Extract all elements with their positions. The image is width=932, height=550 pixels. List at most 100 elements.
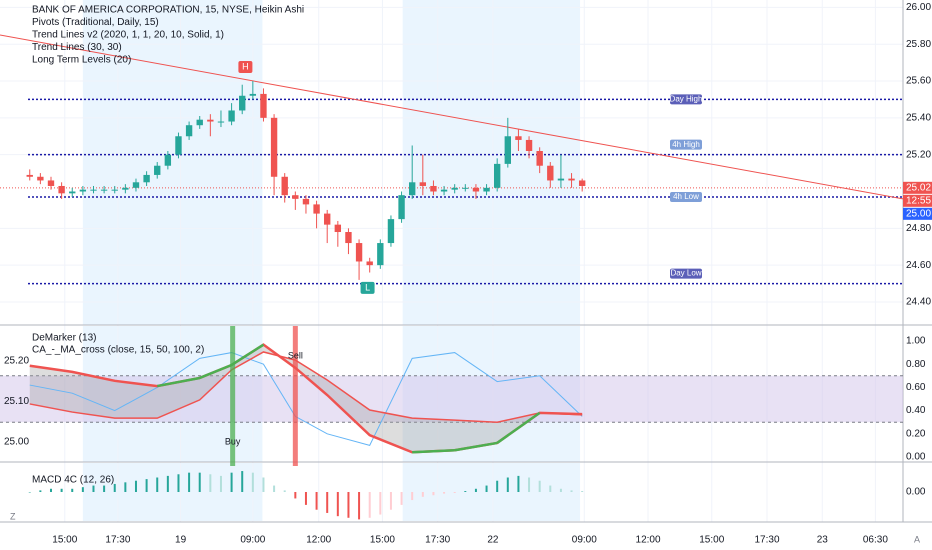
candle-body xyxy=(355,243,363,262)
band-fill xyxy=(0,375,903,423)
x-tick-label: 06:30 xyxy=(863,535,888,546)
price-badge-label: 25.00 xyxy=(906,208,931,219)
legend-text: Trend Lines v2 (2020, 1, 1, 20, 10, Soli… xyxy=(32,30,224,41)
legend-text: Long Term Levels (20) xyxy=(32,55,131,66)
y-tick-label: 24.60 xyxy=(906,260,931,271)
x-tick-label: 22 xyxy=(487,535,499,546)
candle-body xyxy=(69,191,76,194)
pivot-badge xyxy=(238,61,253,74)
macd-bar xyxy=(389,492,392,510)
macd-bar xyxy=(315,492,318,510)
x-tick-label: 19 xyxy=(175,535,187,546)
macd-bar xyxy=(358,492,361,520)
signal-label: Sell xyxy=(288,350,303,360)
candle-body xyxy=(493,163,501,188)
macd-bar xyxy=(134,480,137,492)
macd-bar xyxy=(304,492,307,505)
macd-bar xyxy=(379,492,382,515)
fast-ma-rising xyxy=(230,343,265,367)
macd-bar xyxy=(124,482,127,492)
candle-body xyxy=(377,243,384,266)
y2-tick-label: 1.00 xyxy=(906,336,926,347)
x-tick-label: 09:00 xyxy=(572,535,597,546)
candle-body xyxy=(90,189,97,191)
candle-body xyxy=(547,165,554,181)
level-label: 4h Low xyxy=(673,192,699,201)
macd-bar xyxy=(347,492,350,518)
macd-bar xyxy=(517,475,520,492)
macd-bar xyxy=(241,471,244,492)
legend-text: Pivots (Traditional, Daily, 15) xyxy=(32,17,159,28)
macd-bar xyxy=(251,472,254,492)
price-badge-label: 12:55 xyxy=(906,195,931,206)
y-tick-label: 0.00 xyxy=(906,487,926,498)
candle-body xyxy=(217,121,225,123)
y-tick-label: 25.00 xyxy=(4,437,29,448)
candle-body xyxy=(366,261,373,266)
candle-body xyxy=(100,189,108,191)
macd-bar xyxy=(230,472,233,492)
macd-bar xyxy=(443,492,446,494)
x-tick-label: 15:00 xyxy=(52,535,77,546)
pivot-badge xyxy=(360,281,375,294)
macd-bar xyxy=(453,492,456,493)
y-tick-label: 25.60 xyxy=(906,76,931,87)
candle-body xyxy=(430,185,437,192)
macd-bar xyxy=(145,479,148,492)
macd-bar xyxy=(188,472,191,492)
fast-ma-rising xyxy=(199,363,233,380)
macd-bar xyxy=(283,490,286,492)
candle-body xyxy=(154,165,161,175)
macd-bar xyxy=(506,477,509,492)
macd-bar xyxy=(28,492,31,493)
macd-bar xyxy=(538,480,541,492)
candle-body xyxy=(111,189,118,191)
macd-bar xyxy=(209,474,212,492)
x-tick-label: 15:00 xyxy=(699,535,724,546)
signal-band xyxy=(230,326,236,466)
session-bg xyxy=(82,463,263,521)
corner-label: A xyxy=(914,534,920,544)
price-badge xyxy=(903,181,932,194)
level-label: 4h High xyxy=(672,140,700,149)
y-tick-label: 25.10 xyxy=(4,396,29,407)
candle-body xyxy=(578,180,586,186)
legend-text: Trend Lines (30, 30) xyxy=(32,42,122,53)
session-bg xyxy=(402,463,581,521)
x-tick-label: 17:30 xyxy=(755,535,780,546)
macd-bar xyxy=(156,477,159,492)
macd-bar xyxy=(81,487,84,492)
candle-body xyxy=(334,224,342,233)
candle-body xyxy=(409,182,416,196)
y2-tick-label: 0.60 xyxy=(906,382,926,393)
level-badge xyxy=(670,192,702,203)
y-tick-label: 25.20 xyxy=(906,149,931,160)
candle-body xyxy=(440,189,448,192)
level-badge xyxy=(670,94,702,105)
fast-ma-rising xyxy=(454,441,498,452)
macd-bar xyxy=(485,485,488,492)
signal-band xyxy=(292,326,298,466)
candle-body xyxy=(504,136,511,164)
candle-body xyxy=(472,187,480,192)
fast-ma-rising xyxy=(156,376,200,388)
y-tick-label: 24.40 xyxy=(906,297,931,308)
candle-body xyxy=(324,213,331,225)
macd-bar xyxy=(219,475,222,492)
x-tick-label: 15:00 xyxy=(370,535,395,546)
candle-body xyxy=(281,176,288,196)
macd-bar xyxy=(273,485,276,492)
macd-bar xyxy=(92,485,95,492)
y-tick-label: 26.00 xyxy=(906,2,931,13)
legend-text: CA_-_MA_cross (close, 15, 50, 100, 2) xyxy=(32,345,204,356)
macd-bar xyxy=(464,491,467,492)
candle-body xyxy=(143,174,150,183)
x-tick-label: 17:30 xyxy=(425,535,450,546)
macd-bar xyxy=(103,485,106,492)
x-tick-label: 17:30 xyxy=(105,535,130,546)
candle-body xyxy=(260,93,267,118)
candle-body xyxy=(164,154,172,166)
y-tick-label: 25.80 xyxy=(906,39,931,50)
candle-body xyxy=(249,93,257,96)
